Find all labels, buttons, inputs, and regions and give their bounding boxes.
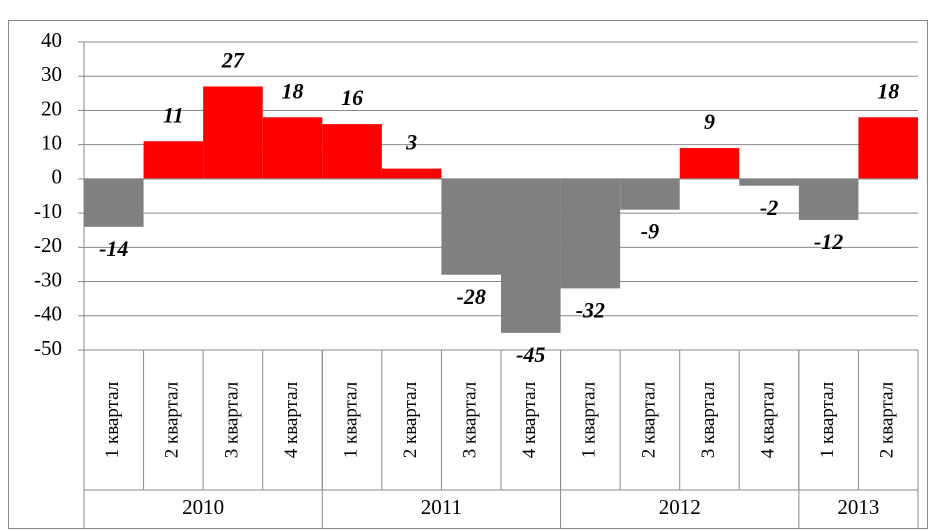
data-label: 3 (405, 130, 417, 155)
data-label: -2 (760, 195, 778, 220)
group-label: 2010 (182, 495, 224, 519)
data-label: 16 (341, 85, 363, 110)
y-tick-label: 30 (41, 62, 62, 86)
x-tick-label: 3 квартал (698, 381, 719, 458)
bar (620, 178, 680, 210)
x-tick-label: 4 квартал (757, 381, 778, 458)
y-tick-label: 40 (41, 28, 62, 52)
bar (143, 141, 204, 179)
bar (501, 178, 561, 333)
y-tick-label: -50 (34, 336, 62, 360)
data-label: -32 (576, 297, 605, 322)
bar (322, 124, 382, 179)
x-tick-label: 3 квартал (221, 381, 242, 458)
data-label: -28 (457, 284, 486, 309)
bar (858, 117, 918, 179)
data-label: 9 (704, 109, 715, 134)
x-tick-label: 2 квартал (638, 381, 659, 458)
data-label: -12 (814, 229, 843, 254)
data-label: -45 (516, 342, 545, 367)
x-tick-label: 1 квартал (102, 381, 123, 458)
data-label: 27 (221, 48, 245, 73)
bar (203, 86, 263, 179)
data-label: -9 (641, 219, 659, 244)
y-tick-label: -30 (34, 267, 62, 291)
y-tick-label: -10 (34, 199, 62, 223)
bar (84, 178, 144, 227)
data-label: 18 (282, 78, 304, 103)
y-tick-label: -40 (34, 302, 62, 326)
y-tick-label: 0 (52, 165, 63, 189)
x-tick-label: 1 квартал (579, 381, 600, 458)
x-tick-label: 3 квартал (460, 381, 481, 458)
bar (441, 178, 501, 275)
group-label: 2011 (421, 495, 462, 519)
y-tick-label: 20 (41, 96, 62, 120)
group-label: 2012 (659, 495, 701, 519)
bar (679, 148, 740, 179)
x-tick-label: 2 квартал (877, 381, 898, 458)
bar (262, 117, 323, 179)
group-label: 2013 (837, 495, 879, 519)
bar (560, 178, 621, 289)
x-tick-label: 1 квартал (340, 381, 361, 458)
data-label: -14 (99, 236, 128, 261)
bar (381, 168, 442, 179)
bar (798, 178, 859, 220)
x-tick-label: 1 квартал (817, 381, 838, 458)
y-tick-label: 10 (41, 130, 62, 154)
bar (739, 178, 799, 186)
data-label: 18 (877, 78, 899, 103)
y-tick-label: -20 (34, 233, 62, 257)
x-tick-label: 4 квартал (281, 381, 302, 458)
x-tick-label: 2 квартал (162, 381, 183, 458)
x-tick-label: 4 квартал (519, 381, 540, 458)
x-tick-label: 2 квартал (400, 381, 421, 458)
data-label: 11 (163, 102, 184, 127)
